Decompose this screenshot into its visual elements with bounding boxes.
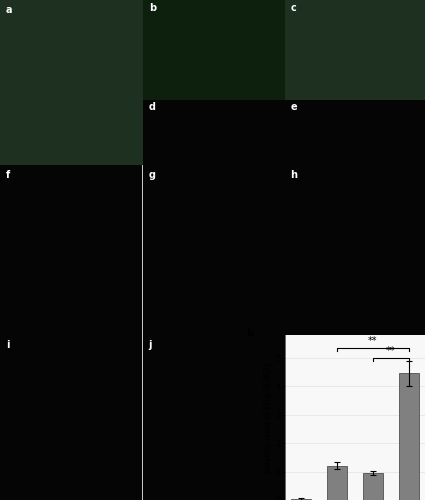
Y-axis label: Relative level of 6His-SUMO1: Relative level of 6His-SUMO1 bbox=[264, 362, 273, 473]
Text: b: b bbox=[149, 3, 156, 13]
Text: e: e bbox=[291, 102, 297, 112]
Bar bbox=[363, 473, 383, 500]
Text: h: h bbox=[291, 170, 298, 180]
Text: d: d bbox=[149, 102, 156, 112]
Text: g: g bbox=[149, 170, 156, 180]
Bar bbox=[327, 466, 347, 500]
Text: i: i bbox=[6, 340, 9, 350]
Text: k: k bbox=[246, 328, 253, 338]
Text: j: j bbox=[149, 340, 152, 350]
Bar bbox=[399, 374, 419, 500]
Text: **: ** bbox=[368, 336, 378, 346]
Text: c: c bbox=[291, 3, 296, 13]
Text: **: ** bbox=[386, 346, 396, 356]
Text: a: a bbox=[6, 5, 12, 15]
Text: f: f bbox=[6, 170, 10, 180]
